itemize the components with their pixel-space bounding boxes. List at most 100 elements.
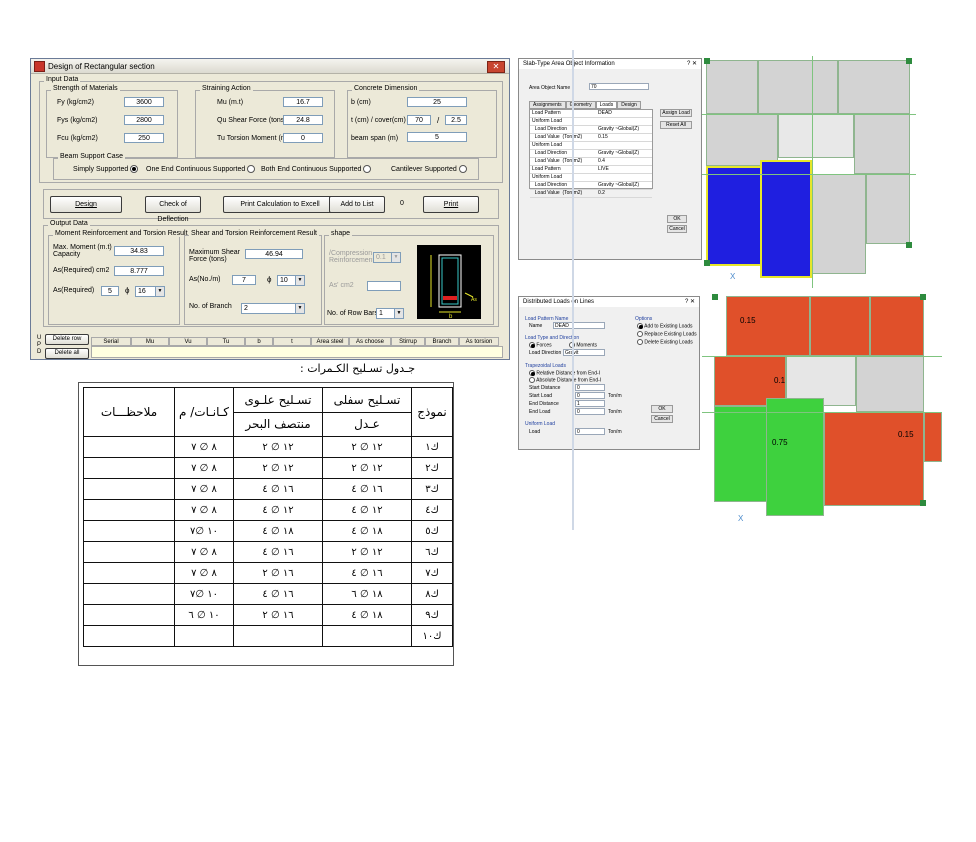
- results-grid-body[interactable]: [91, 346, 503, 358]
- slab-plan-top[interactable]: X: [702, 56, 916, 288]
- delete-row-button[interactable]: Delete row: [45, 334, 89, 345]
- fy-input[interactable]: 3600: [124, 97, 164, 107]
- slab-selected-blue[interactable]: [760, 160, 812, 278]
- forces-option[interactable]: Forces: [529, 342, 552, 348]
- as-dash-input[interactable]: [367, 281, 401, 291]
- load-plan-bottom[interactable]: 0.15 0.1 0.75 0.15 X: [702, 294, 942, 530]
- slab-tab[interactable]: Loads: [595, 101, 618, 109]
- uniform-load-input[interactable]: 0: [575, 428, 605, 435]
- tu-input[interactable]: 0: [283, 133, 323, 143]
- reset-all-button[interactable]: Reset All: [660, 121, 692, 129]
- list-item[interactable]: Load Value (Ton/m2) 0.4: [530, 158, 652, 166]
- grid-column-header[interactable]: t: [273, 337, 311, 346]
- support-simply-radio[interactable]: [130, 165, 139, 173]
- forces-radio[interactable]: [529, 342, 535, 348]
- b-input[interactable]: 25: [407, 97, 467, 107]
- list-item[interactable]: Load Direction Gravity ~Global(Z): [530, 150, 652, 158]
- dist-cancel-button[interactable]: Cancel: [651, 415, 673, 423]
- end-distance-input[interactable]: 1: [575, 400, 605, 407]
- add-existing-option[interactable]: Add to Existing Loads: [637, 323, 693, 329]
- add-to-list-button[interactable]: Add to List: [329, 196, 385, 213]
- relative-option[interactable]: Relative Distance from End-I: [529, 370, 600, 376]
- support-one-end-radio[interactable]: [247, 165, 256, 173]
- area-object-name-input[interactable]: 70: [589, 83, 649, 90]
- grid-column-header[interactable]: Mu: [131, 337, 169, 346]
- delete-existing-option[interactable]: Delete Existing Loads: [637, 339, 693, 345]
- stirrup-as-label: As(No./m): [189, 276, 221, 283]
- delete-all-button[interactable]: Delete all: [45, 348, 89, 359]
- list-item[interactable]: Uniform Load: [530, 142, 652, 150]
- concrete-group: Concrete Dimension: [347, 85, 497, 158]
- grid-column-header[interactable]: Tu: [207, 337, 245, 346]
- cover-input[interactable]: 2.5: [445, 115, 467, 125]
- print-button[interactable]: Print: [423, 196, 479, 213]
- fys-input[interactable]: 2800: [124, 115, 164, 125]
- fcu-input[interactable]: 250: [124, 133, 164, 143]
- stirrup-diameter-select[interactable]: 10 ▼: [277, 275, 305, 286]
- grid-side-letters: U P D: [37, 335, 42, 355]
- grid-column-header[interactable]: Branch: [425, 337, 459, 346]
- support-cantilever[interactable]: Cantilever Supported: [391, 165, 467, 173]
- support-one-end[interactable]: One End Continuous Supported: [146, 165, 256, 173]
- slab-dialog-controls[interactable]: ? ✕: [686, 61, 697, 67]
- chevron-down-icon[interactable]: ▼: [295, 304, 304, 313]
- assign-load-button[interactable]: Assign Load: [660, 109, 692, 117]
- check-deflection-button[interactable]: Check of Deflection: [145, 196, 201, 223]
- load-direction-select[interactable]: Gravit: [563, 349, 605, 356]
- chevron-down-icon[interactable]: ▼: [155, 287, 164, 296]
- support-both-end-radio[interactable]: [363, 165, 372, 173]
- list-item[interactable]: Load Direction Gravity ~Global(Z): [530, 126, 652, 134]
- list-item[interactable]: Load Value (Ton/m2) 0.2: [530, 190, 652, 198]
- grid-column-header[interactable]: Stirrup: [391, 337, 425, 346]
- slab-tab[interactable]: Assignments: [529, 101, 566, 109]
- support-simply[interactable]: Simply Supported: [73, 165, 139, 173]
- list-item[interactable]: Load Direction Gravity ~Global(Z): [530, 182, 652, 190]
- add-existing-radio[interactable]: [637, 323, 643, 329]
- list-item-value: 0.15: [598, 134, 608, 140]
- print-excel-button[interactable]: Print Calculation to Excell: [223, 196, 337, 213]
- mu-input[interactable]: 16.7: [283, 97, 323, 107]
- list-item[interactable]: Load Value (Ton/m2) 0.15: [530, 134, 652, 142]
- relative-radio[interactable]: [529, 370, 535, 376]
- list-item[interactable]: Load Pattern LIVE: [530, 166, 652, 174]
- support-both-end[interactable]: Both End Continuous Supported: [261, 165, 372, 173]
- slab-cancel-button[interactable]: Cancel: [667, 225, 687, 233]
- dist-dialog-controls[interactable]: ? ✕: [684, 299, 695, 305]
- start-load-input[interactable]: 0: [575, 392, 605, 399]
- delete-existing-radio[interactable]: [637, 339, 643, 345]
- t-input[interactable]: 70: [407, 115, 431, 125]
- qu-input[interactable]: 24.8: [283, 115, 323, 125]
- replace-existing-radio[interactable]: [637, 331, 643, 337]
- slab-tab[interactable]: Design: [617, 101, 641, 109]
- end-load-input[interactable]: 0: [575, 408, 605, 415]
- grid-column-header[interactable]: b: [245, 337, 273, 346]
- absolute-option[interactable]: Absolute Distance from End-I: [529, 377, 601, 383]
- close-button[interactable]: ✕: [487, 61, 505, 73]
- chevron-down-icon[interactable]: ▼: [295, 276, 304, 285]
- chevron-down-icon[interactable]: ▼: [394, 309, 403, 318]
- pattern-name-select[interactable]: DEAD: [553, 322, 605, 329]
- bar-diameter-select[interactable]: 16 ▼: [135, 286, 165, 297]
- list-item[interactable]: Load Pattern DEAD: [530, 110, 652, 118]
- slab-load-list[interactable]: Load Pattern DEAD Uniform Load Load Direct…: [529, 109, 653, 198]
- absolute-radio[interactable]: [529, 377, 535, 383]
- slab-selected-blue[interactable]: [706, 166, 764, 266]
- start-distance-input[interactable]: 0: [575, 384, 605, 391]
- dist-ok-button[interactable]: OK: [651, 405, 673, 413]
- grid-column-header[interactable]: As choose: [349, 337, 391, 346]
- grid-column-header[interactable]: Serial: [91, 337, 131, 346]
- span-input[interactable]: 5: [407, 132, 467, 142]
- branch-select[interactable]: 2 ▼: [241, 303, 305, 314]
- table-row: ك١٠: [83, 625, 453, 647]
- slab-ok-button[interactable]: OK: [667, 215, 687, 223]
- design-button[interactable]: Design: [50, 196, 122, 213]
- slab-tab[interactable]: Geometry: [565, 101, 596, 109]
- support-cantilever-radio[interactable]: [458, 165, 467, 173]
- grid-column-header[interactable]: Vu: [169, 337, 207, 346]
- replace-existing-option[interactable]: Replace Existing Loads: [637, 331, 697, 337]
- grid-column-header[interactable]: Area steel: [311, 337, 349, 346]
- row-bars-select[interactable]: 1 ▼: [376, 308, 404, 319]
- list-item[interactable]: Uniform Load: [530, 174, 652, 182]
- grid-column-header[interactable]: As torsion: [459, 337, 499, 346]
- list-item[interactable]: Uniform Load: [530, 118, 652, 126]
